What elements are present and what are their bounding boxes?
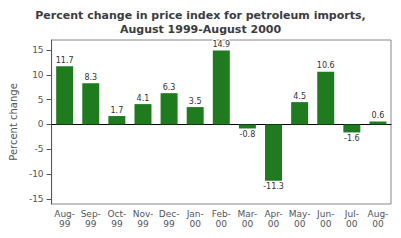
svg-text:0: 0 — [38, 119, 44, 129]
svg-text:00: 00 — [294, 219, 306, 229]
svg-text:99: 99 — [111, 219, 123, 229]
svg-text:Mar-: Mar- — [238, 209, 258, 219]
svg-text:00: 00 — [189, 219, 201, 229]
svg-text:Jun-: Jun- — [316, 209, 334, 219]
svg-text:Aug-: Aug- — [368, 209, 389, 219]
svg-text:-11.3: -11.3 — [263, 182, 284, 191]
svg-text:-10: -10 — [29, 169, 44, 179]
svg-text:11.7: 11.7 — [56, 56, 74, 65]
svg-text:August 1999-August 2000: August 1999-August 2000 — [120, 23, 282, 36]
svg-text:00: 00 — [242, 219, 254, 229]
svg-text:0.6: 0.6 — [372, 111, 385, 120]
svg-text:4.5: 4.5 — [293, 92, 306, 101]
svg-text:-1.6: -1.6 — [344, 134, 360, 143]
svg-text:-15: -15 — [29, 194, 44, 204]
svg-text:00: 00 — [320, 219, 332, 229]
svg-text:1.7: 1.7 — [111, 106, 124, 115]
svg-text:May-: May- — [289, 209, 311, 219]
svg-text:00: 00 — [268, 219, 280, 229]
svg-text:15: 15 — [32, 45, 43, 55]
svg-text:Jul-: Jul- — [344, 209, 359, 219]
svg-text:-5: -5 — [35, 144, 44, 154]
svg-text:00: 00 — [346, 219, 358, 229]
svg-text:Dec-: Dec- — [159, 209, 180, 219]
svg-text:99: 99 — [59, 219, 71, 229]
svg-text:Percent change in price index: Percent change in price index for petrol… — [35, 9, 365, 22]
svg-text:00: 00 — [216, 219, 228, 229]
svg-text:Jan-: Jan- — [186, 209, 204, 219]
svg-text:8.3: 8.3 — [84, 73, 97, 82]
svg-text:5: 5 — [38, 95, 44, 105]
svg-text:4.1: 4.1 — [137, 94, 150, 103]
svg-text:00: 00 — [372, 219, 384, 229]
svg-text:10.6: 10.6 — [317, 61, 335, 70]
svg-text:3.5: 3.5 — [189, 97, 202, 106]
svg-text:-0.8: -0.8 — [240, 130, 256, 139]
svg-text:6.3: 6.3 — [163, 83, 176, 92]
svg-text:Nov-: Nov- — [133, 209, 154, 219]
svg-text:99: 99 — [85, 219, 97, 229]
svg-text:Sep-: Sep- — [81, 209, 101, 219]
svg-text:14.9: 14.9 — [212, 40, 230, 49]
svg-text:99: 99 — [163, 219, 175, 229]
svg-text:Percent change: Percent change — [8, 83, 19, 161]
svg-text:Aug-: Aug- — [54, 209, 75, 219]
svg-text:Feb-: Feb- — [212, 209, 231, 219]
svg-text:99: 99 — [137, 219, 149, 229]
svg-text:10: 10 — [32, 70, 44, 80]
svg-text:Oct-: Oct- — [107, 209, 126, 219]
svg-text:Apr-: Apr- — [264, 209, 282, 219]
